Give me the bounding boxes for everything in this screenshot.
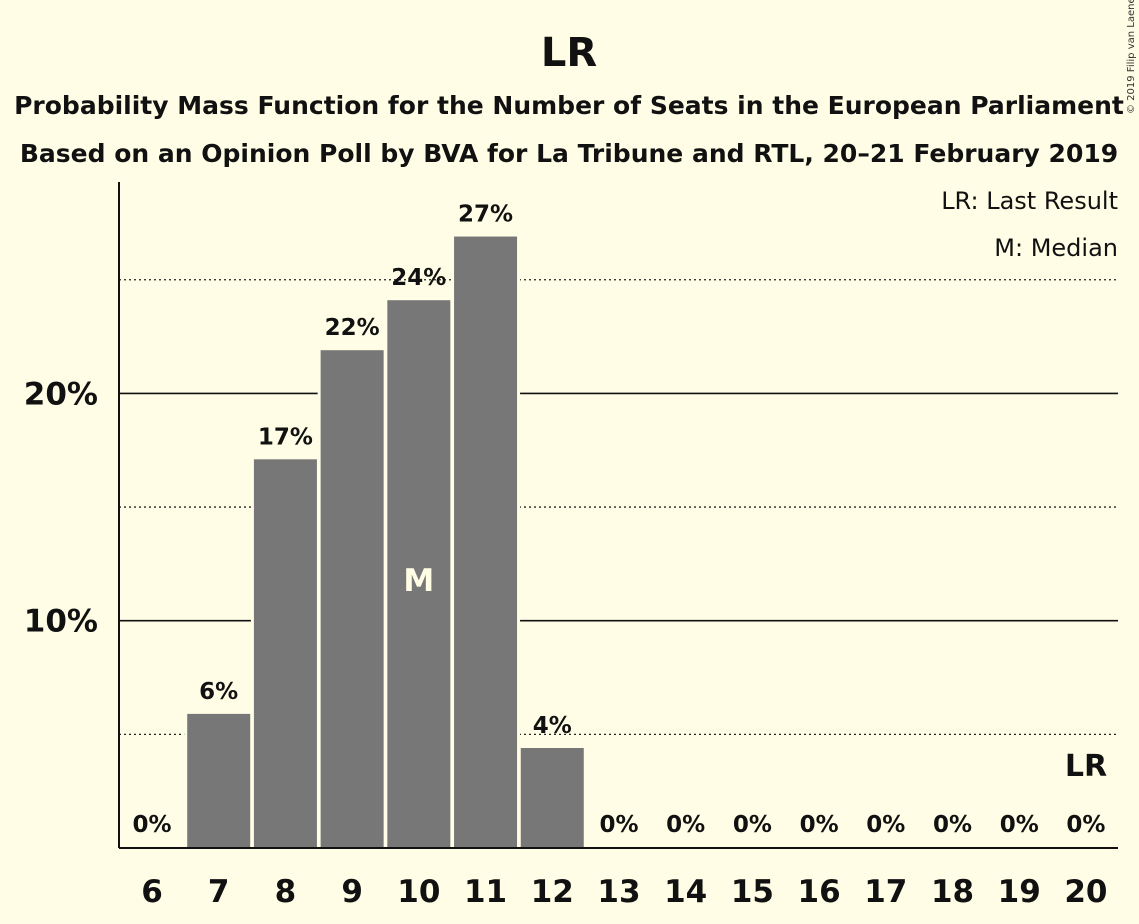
copyright: © 2019 Filip van Laenen — [1126, 0, 1137, 114]
bar — [187, 713, 251, 848]
bar-value-label: 17% — [258, 424, 313, 450]
x-tick-label: 19 — [998, 874, 1041, 910]
bar-value-label: 0% — [132, 812, 171, 838]
x-tick-label: 7 — [208, 874, 230, 910]
y-tick-label: 20% — [24, 376, 98, 412]
chart-title: LR — [541, 30, 597, 76]
bar — [454, 236, 518, 848]
x-tick-label: 10 — [397, 874, 440, 910]
bar-value-label: 0% — [1000, 812, 1039, 838]
y-tick-label: 10% — [24, 604, 98, 640]
x-tick-label: 17 — [864, 874, 907, 910]
median-marker: M — [403, 563, 434, 599]
bar-value-label: 0% — [933, 812, 972, 838]
bar-value-label: 6% — [199, 679, 238, 705]
x-tick-label: 9 — [341, 874, 363, 910]
bar-value-label: 0% — [866, 812, 905, 838]
axes: 10% 20% — [24, 182, 1118, 849]
legend-last-result: LR: Last Result — [941, 187, 1118, 215]
bar — [520, 747, 584, 848]
legend-median: M: Median — [994, 234, 1118, 262]
x-tick-label: 16 — [798, 874, 841, 910]
x-tick-label: 11 — [464, 874, 507, 910]
x-tick-label: 20 — [1064, 874, 1107, 910]
bar-labels: 0% 6 6% 7 17% 8 22% 9 24% 10 27% 11 4% 12 0% 13 0% 14 0% 15… — [132, 202, 1107, 910]
bar-value-label: 0% — [800, 812, 839, 838]
bar-value-label: 0% — [666, 812, 705, 838]
bar — [320, 350, 384, 848]
x-tick-label: 6 — [141, 874, 163, 910]
bar-value-label: 0% — [733, 812, 772, 838]
chart-subtitle-line-2: Based on an Opinion Poll by BVA for La T… — [20, 139, 1118, 168]
bar-value-label: 27% — [458, 202, 513, 228]
x-tick-label: 15 — [731, 874, 774, 910]
bar-value-label: 22% — [325, 315, 380, 341]
x-tick-label: 8 — [275, 874, 297, 910]
chart-subtitle-line-1: Probability Mass Function for the Number… — [14, 91, 1124, 120]
x-tick-label: 14 — [664, 874, 707, 910]
bar — [253, 459, 317, 848]
last-result-marker: LR — [1065, 749, 1107, 784]
bars — [184, 234, 587, 848]
bar-value-label: 4% — [533, 713, 572, 739]
bar-value-label: 0% — [599, 812, 638, 838]
bar — [387, 300, 451, 848]
bar-value-label: 24% — [391, 265, 446, 291]
x-tick-label: 13 — [597, 874, 640, 910]
bar-value-label: 0% — [1066, 812, 1105, 838]
x-tick-label: 18 — [931, 874, 974, 910]
x-tick-label: 12 — [531, 874, 574, 910]
